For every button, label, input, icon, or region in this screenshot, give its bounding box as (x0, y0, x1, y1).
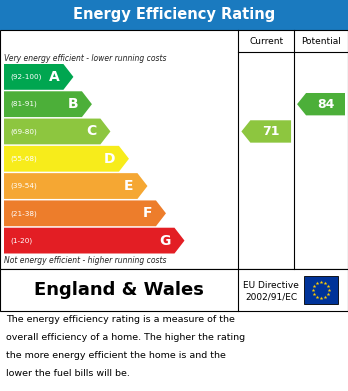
Polygon shape (4, 146, 129, 172)
Polygon shape (4, 173, 148, 199)
Polygon shape (4, 64, 73, 90)
Bar (0, 30, 348, 269)
Polygon shape (4, 228, 184, 253)
Text: G: G (159, 233, 171, 248)
Text: C: C (86, 124, 96, 138)
Polygon shape (4, 118, 110, 144)
Polygon shape (242, 120, 291, 143)
Text: EU Directive: EU Directive (243, 280, 299, 289)
Text: B: B (67, 97, 78, 111)
Text: England & Wales: England & Wales (34, 281, 204, 299)
Text: D: D (103, 152, 115, 166)
Text: Energy Efficiency Rating: Energy Efficiency Rating (73, 7, 275, 23)
Bar (304, 276, 338, 304)
Text: (1-20): (1-20) (10, 237, 32, 244)
Text: Potential: Potential (301, 36, 341, 45)
Text: (69-80): (69-80) (10, 128, 37, 135)
Text: (55-68): (55-68) (10, 156, 37, 162)
Text: (81-91): (81-91) (10, 101, 37, 108)
Text: (39-54): (39-54) (10, 183, 37, 189)
Text: the more energy efficient the home is and the: the more energy efficient the home is an… (6, 351, 226, 360)
Text: lower the fuel bills will be.: lower the fuel bills will be. (6, 369, 130, 378)
Text: Not energy efficient - higher running costs: Not energy efficient - higher running co… (4, 256, 166, 265)
Text: (92-100): (92-100) (10, 74, 41, 80)
Text: 71: 71 (262, 125, 279, 138)
Text: overall efficiency of a home. The higher the rating: overall efficiency of a home. The higher… (6, 333, 245, 342)
Polygon shape (297, 93, 345, 115)
Polygon shape (4, 91, 92, 117)
Text: A: A (49, 70, 60, 84)
Bar (0, 0, 348, 30)
Text: The energy efficiency rating is a measure of the: The energy efficiency rating is a measur… (6, 316, 235, 325)
Text: Very energy efficient - lower running costs: Very energy efficient - lower running co… (4, 54, 166, 63)
Text: F: F (142, 206, 152, 220)
Text: 2002/91/EC: 2002/91/EC (245, 292, 297, 301)
Text: Current: Current (249, 36, 283, 45)
Text: (21-38): (21-38) (10, 210, 37, 217)
Polygon shape (4, 201, 166, 226)
Bar (0, 269, 348, 311)
Text: 84: 84 (317, 98, 334, 111)
Text: E: E (124, 179, 133, 193)
